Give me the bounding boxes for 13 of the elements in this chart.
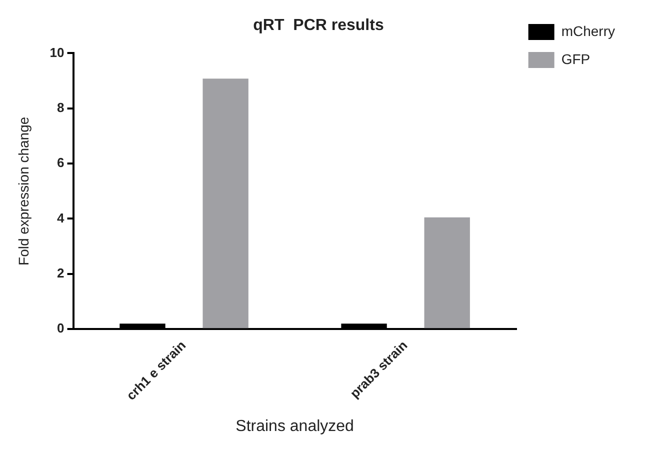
legend-label: mCherry [561,22,616,39]
y-tick-label: 0 [57,320,64,336]
y-tick-label: 10 [50,44,64,60]
y-tick-label: 8 [57,100,64,115]
y-tick-label: 4 [57,210,66,226]
y-tick-label: 6 [57,155,64,170]
bar [424,217,470,328]
chart-title: qRT PCR results [253,17,384,34]
y-axis-title: Fold expression change [15,116,32,266]
x-axis-title: Strains analyzed [236,418,354,435]
legend-label: GFP [561,50,590,67]
y-tick-label: 2 [57,266,64,280]
bar [202,78,248,328]
